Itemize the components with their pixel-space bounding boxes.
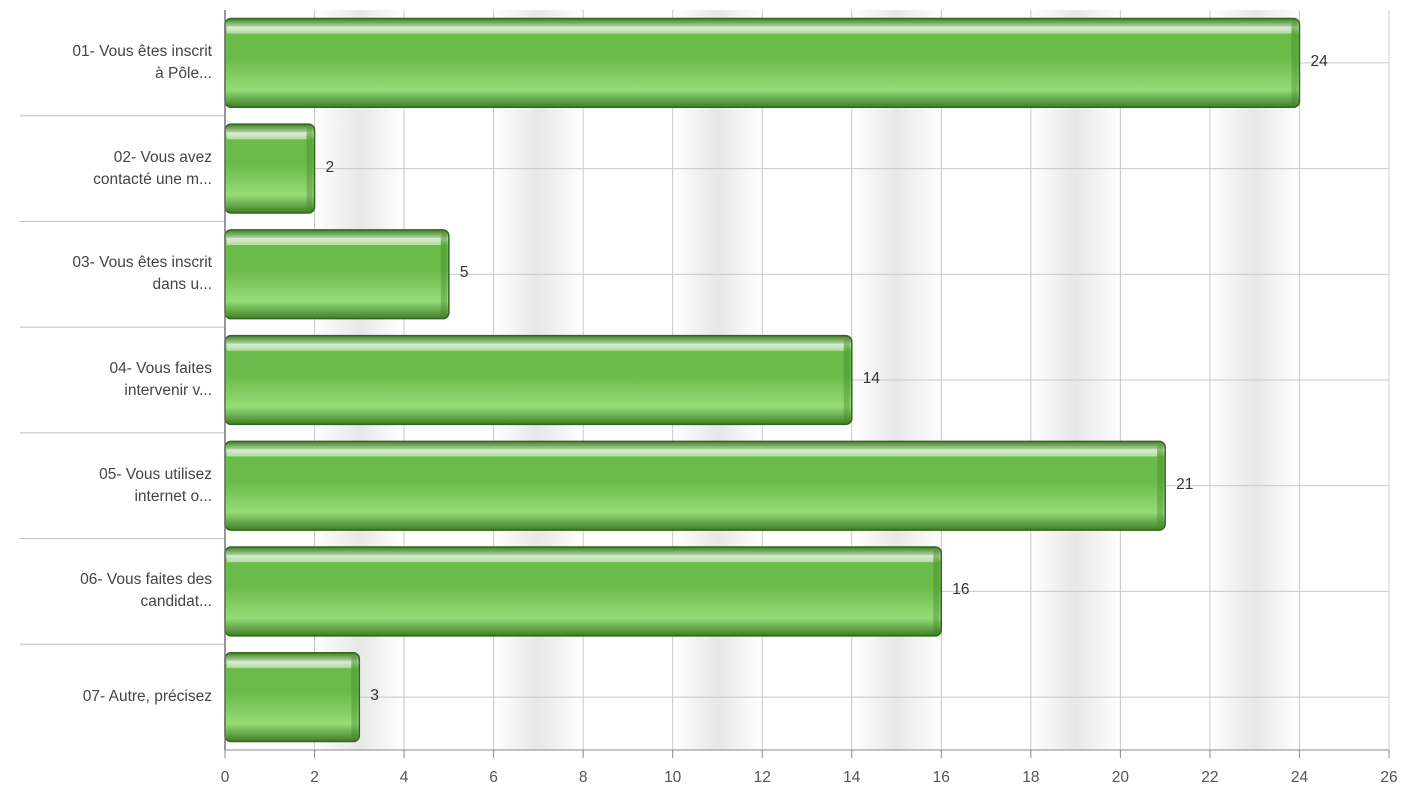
data-label: 5 (459, 264, 469, 282)
category-label-line: candidat... (140, 593, 212, 611)
category-label: 05- Vous utilisez internet o... (0, 464, 212, 508)
data-label: 24 (1310, 52, 1328, 70)
x-tick-label: 16 (932, 769, 950, 786)
data-label: 14 (862, 370, 881, 387)
category-label-line: internet o... (134, 487, 212, 505)
data-label: 21 (1176, 475, 1194, 493)
category-label-line: 06- Vous faites des (80, 571, 212, 589)
x-tick-label: 24 (1290, 769, 1309, 786)
x-tick-label: 6 (489, 769, 498, 786)
category-label-line: intervenir v... (124, 382, 212, 399)
x-tick-label: 20 (1111, 769, 1129, 786)
bar-highlight (227, 26, 1292, 34)
category-label: 02- Vous avez contacté une m... (0, 147, 212, 191)
data-label: 2 (325, 158, 335, 176)
bar-highlight (227, 132, 307, 140)
x-tick-label: 12 (753, 769, 771, 786)
data-label: 16 (952, 581, 970, 599)
category-label-line: 01- Vous êtes inscrit (72, 42, 212, 60)
category-label-line: 05- Vous utilisez (99, 465, 212, 483)
category-label: 03- Vous êtes inscrit dans u... (0, 252, 212, 296)
bar-highlight (227, 237, 441, 245)
x-tick-label: 10 (664, 769, 682, 786)
x-tick-label: 14 (843, 769, 861, 786)
data-label: 3 (370, 687, 379, 705)
category-label-line: à Pôle... (155, 64, 212, 82)
x-tick-label: 2 (310, 769, 319, 786)
category-label: 01- Vous êtes inscrit à Pôle... (0, 41, 212, 85)
bar-end-shade (1291, 21, 1298, 105)
category-label-line: dans u... (152, 276, 212, 294)
x-tick-label: 26 (1380, 769, 1398, 786)
bar-end-shade (1157, 444, 1164, 528)
category-label-line: contacté une m... (93, 170, 212, 188)
category-label-line: 02- Vous avez (113, 148, 212, 166)
bar-end-shade (440, 232, 447, 316)
x-tick-label: 22 (1201, 769, 1219, 786)
x-tick-label: 8 (578, 769, 588, 786)
bar-highlight (227, 449, 1158, 457)
category-label: 07- Autre, précisez (0, 686, 212, 708)
x-tick-label: 4 (399, 769, 409, 786)
x-tick-label: 0 (220, 769, 230, 786)
bar-end-shade (933, 550, 940, 633)
category-label: 06- Vous faites des candidat... (0, 569, 212, 613)
bar-end-shade (351, 655, 358, 739)
bar-highlight (227, 343, 844, 351)
category-label-line: 04- Vous faites (109, 360, 212, 377)
bar-end-shade (843, 338, 850, 422)
x-tick-label: 18 (1022, 769, 1040, 786)
category-label-line: 03- Vous êtes inscrit (72, 254, 212, 272)
category-label-line: 07- Autre, précisez (82, 688, 212, 706)
bar-highlight (227, 555, 934, 563)
category-label: 04- Vous faites intervenir v... (0, 358, 212, 402)
bar-end-shade (306, 127, 313, 210)
bar-highlight (227, 660, 352, 668)
